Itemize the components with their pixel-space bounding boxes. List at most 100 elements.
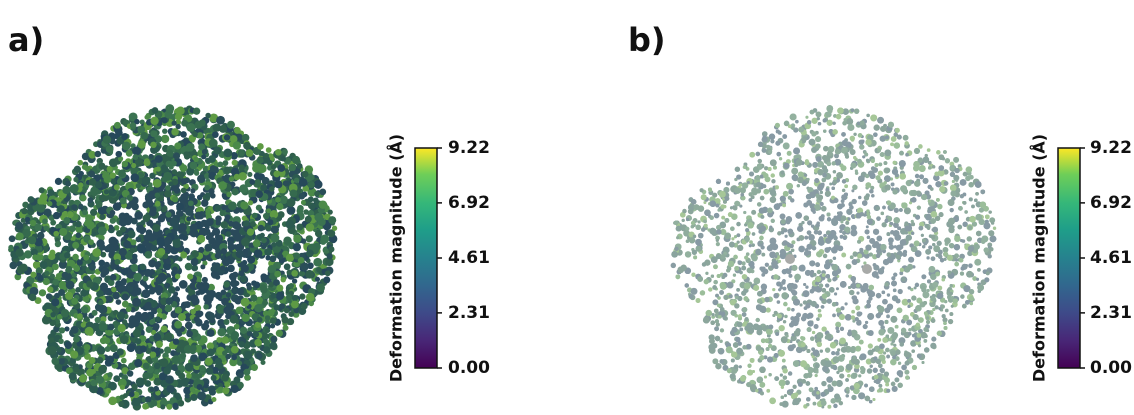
atom (154, 261, 161, 268)
atom (85, 327, 94, 336)
atom (161, 135, 169, 143)
atom (116, 230, 122, 236)
atom (82, 210, 87, 215)
atom (730, 226, 735, 231)
atom (186, 143, 195, 152)
atom (78, 204, 83, 209)
atom (162, 117, 168, 123)
atom (299, 193, 305, 199)
colorbar-tick-label: 9.22 (448, 138, 490, 158)
atom (42, 200, 47, 205)
atom (300, 263, 308, 271)
atom (130, 122, 136, 128)
atom (172, 266, 178, 272)
atom (175, 274, 180, 279)
atom (120, 335, 129, 344)
atom (105, 346, 111, 352)
atom (248, 200, 253, 205)
atom (207, 329, 215, 337)
atom (99, 214, 105, 220)
atom (226, 192, 231, 197)
atom (145, 199, 153, 207)
atom (246, 149, 254, 157)
atom (243, 142, 251, 150)
atom (57, 205, 65, 213)
atom (101, 267, 109, 275)
atom (289, 207, 295, 213)
atom (168, 109, 173, 114)
atom (143, 363, 150, 370)
atom (242, 314, 250, 322)
atom (153, 179, 162, 188)
atom (180, 131, 187, 138)
atom (104, 337, 111, 344)
atom (167, 385, 175, 393)
atom (894, 377, 899, 382)
atom (149, 269, 155, 275)
atom (263, 213, 269, 219)
atom (20, 264, 28, 272)
atom (164, 304, 172, 312)
atom (316, 283, 325, 292)
atom (133, 329, 141, 337)
atom (210, 193, 216, 199)
atom (130, 282, 135, 287)
atom (743, 211, 746, 214)
atom (152, 224, 160, 232)
atom (84, 221, 89, 226)
atom (270, 255, 277, 262)
atom (219, 125, 227, 133)
atom (130, 247, 136, 253)
atom (155, 316, 161, 322)
atom (308, 196, 314, 202)
atom (220, 211, 226, 217)
atom (286, 294, 292, 300)
atom (114, 259, 120, 265)
atom (185, 322, 193, 330)
atom (58, 338, 64, 344)
atom (107, 296, 113, 302)
atom (92, 248, 101, 257)
atom (78, 270, 84, 276)
atom (187, 274, 193, 280)
atom (138, 140, 146, 148)
structure-render (8, 104, 337, 410)
atom (254, 282, 261, 289)
atom (217, 328, 225, 336)
atom (251, 364, 258, 371)
atom (205, 113, 210, 118)
atom (217, 162, 223, 168)
atom (276, 330, 283, 337)
atom (131, 400, 137, 406)
atom (323, 276, 330, 283)
atom (90, 209, 97, 216)
colorbar-tick-label: 4.61 (448, 248, 490, 268)
atom (96, 201, 103, 208)
atom (67, 266, 73, 272)
atom (270, 234, 279, 243)
atom (328, 246, 334, 252)
atom (177, 210, 183, 216)
atom (55, 241, 61, 247)
atom (241, 298, 250, 307)
atom (208, 155, 216, 163)
atom (34, 224, 42, 232)
atom (275, 197, 281, 203)
atom (274, 271, 281, 278)
atom (69, 372, 77, 380)
atom (98, 300, 104, 306)
atom (289, 164, 296, 171)
atom (159, 358, 168, 367)
atom (21, 208, 27, 214)
atom (89, 178, 96, 185)
atom (150, 130, 157, 137)
atom (52, 263, 59, 270)
atom (163, 172, 172, 181)
atom (260, 286, 267, 293)
atom (117, 311, 125, 319)
atom (73, 367, 79, 373)
atom (181, 120, 188, 127)
atom (47, 201, 52, 206)
atom (92, 310, 98, 316)
atom (142, 403, 148, 409)
